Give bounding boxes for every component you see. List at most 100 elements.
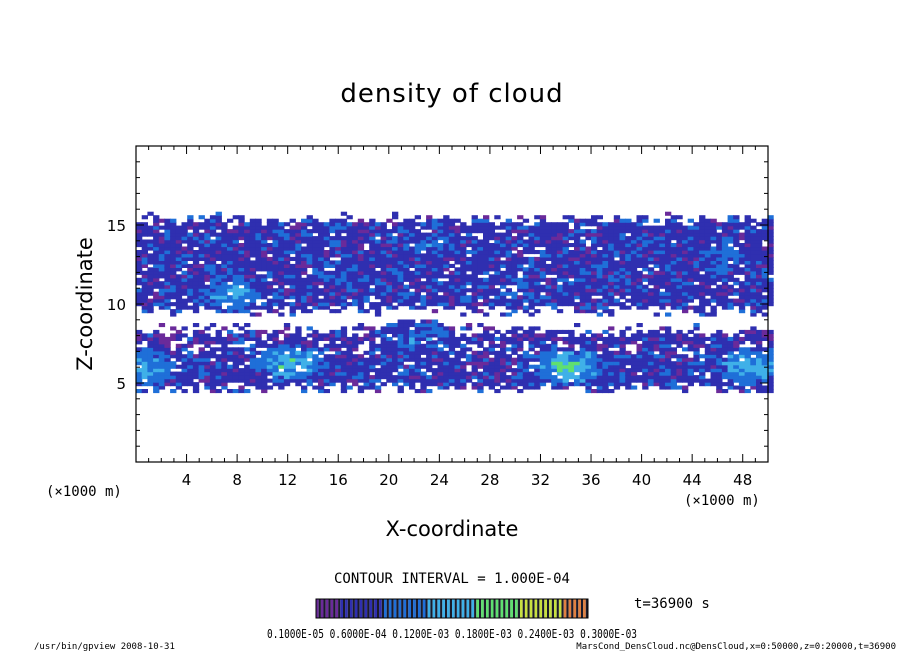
density-cell <box>255 225 262 230</box>
density-cell <box>454 336 461 341</box>
density-cell <box>232 270 239 275</box>
density-cell <box>386 253 393 258</box>
density-cell <box>460 253 467 258</box>
density-cell <box>545 253 552 258</box>
density-cell <box>255 364 262 369</box>
density-cell <box>227 364 234 369</box>
colorbar-gap <box>318 599 321 618</box>
density-cell <box>187 343 194 348</box>
density-cell <box>608 222 615 227</box>
density-cell <box>181 375 188 380</box>
density-cell <box>574 357 581 362</box>
density-cell <box>437 218 444 223</box>
density-cell <box>272 222 279 227</box>
density-cell <box>255 267 262 272</box>
density-cell <box>517 288 524 293</box>
density-cell <box>318 260 325 265</box>
density-cell <box>756 361 763 366</box>
density-cell <box>181 277 188 282</box>
density-cell <box>511 302 518 307</box>
density-cell <box>619 277 626 282</box>
density-cell <box>369 218 376 223</box>
density-cell <box>238 291 245 296</box>
density-cell <box>346 378 353 383</box>
x-unit-right: (×1000 m) <box>684 493 760 509</box>
density-cell <box>158 281 166 286</box>
density-cell <box>721 232 729 237</box>
density-cell <box>448 256 456 261</box>
density-cell <box>255 305 262 310</box>
density-cell <box>403 256 410 261</box>
density-cell <box>374 385 382 390</box>
density-cell <box>420 236 427 241</box>
colorbar-segment <box>393 599 397 618</box>
density-cell <box>522 298 530 303</box>
density-cell <box>289 246 296 251</box>
density-cell <box>175 295 183 300</box>
density-cell <box>249 312 257 317</box>
density-cell <box>352 260 359 265</box>
density-cell <box>374 375 382 380</box>
density-cell <box>323 302 330 307</box>
density-cell <box>295 225 302 230</box>
density-cell <box>266 343 274 348</box>
density-cell <box>551 343 558 348</box>
density-cell <box>602 260 609 265</box>
density-cell <box>420 270 427 275</box>
density-cell <box>756 291 763 296</box>
density-cell <box>551 236 558 241</box>
density-cell <box>283 229 291 234</box>
density-cell <box>346 270 353 275</box>
density-cell <box>551 385 558 390</box>
density-cell <box>318 229 325 234</box>
density-cell <box>153 361 160 366</box>
density-cell <box>562 361 569 366</box>
density-cell <box>357 302 365 307</box>
density-cell <box>608 253 615 258</box>
density-cell <box>221 361 228 366</box>
density-cell <box>574 222 581 227</box>
density-cell <box>318 333 325 338</box>
density-cell <box>204 225 211 230</box>
density-cell <box>318 288 325 293</box>
density-cell <box>283 263 291 268</box>
density-cell <box>380 298 387 303</box>
density-cell <box>562 375 569 380</box>
density-cell <box>209 260 217 265</box>
density-cell <box>141 215 148 220</box>
density-cell <box>380 295 387 300</box>
density-cell <box>443 340 450 345</box>
density-cell <box>346 256 353 261</box>
density-cell <box>352 354 359 359</box>
density-cell <box>494 302 501 307</box>
density-cell <box>448 236 456 241</box>
density-cell <box>369 232 376 237</box>
density-cell <box>443 253 450 258</box>
density-cell <box>141 361 148 366</box>
density-cell <box>437 256 444 261</box>
density-cell <box>301 309 308 314</box>
density-cell <box>340 378 348 383</box>
density-cell <box>420 225 427 230</box>
density-cell <box>232 361 239 366</box>
density-cell <box>192 364 200 369</box>
density-cell <box>591 236 598 241</box>
density-cell <box>591 371 598 376</box>
density-cell <box>539 302 547 307</box>
density-cell <box>397 336 404 341</box>
density-cell <box>306 291 313 296</box>
density-cell <box>738 347 746 352</box>
density-cell <box>665 312 672 317</box>
density-cell <box>522 295 530 300</box>
density-cell <box>528 364 535 369</box>
density-cell <box>733 361 740 366</box>
density-cell <box>733 336 740 341</box>
density-cell <box>699 243 706 248</box>
density-cell <box>448 302 456 307</box>
density-cell <box>693 243 700 248</box>
density-cell <box>244 270 251 275</box>
density-cell <box>232 302 239 307</box>
density-cell <box>164 340 171 345</box>
density-cell <box>306 364 313 369</box>
density-cell <box>693 354 700 359</box>
